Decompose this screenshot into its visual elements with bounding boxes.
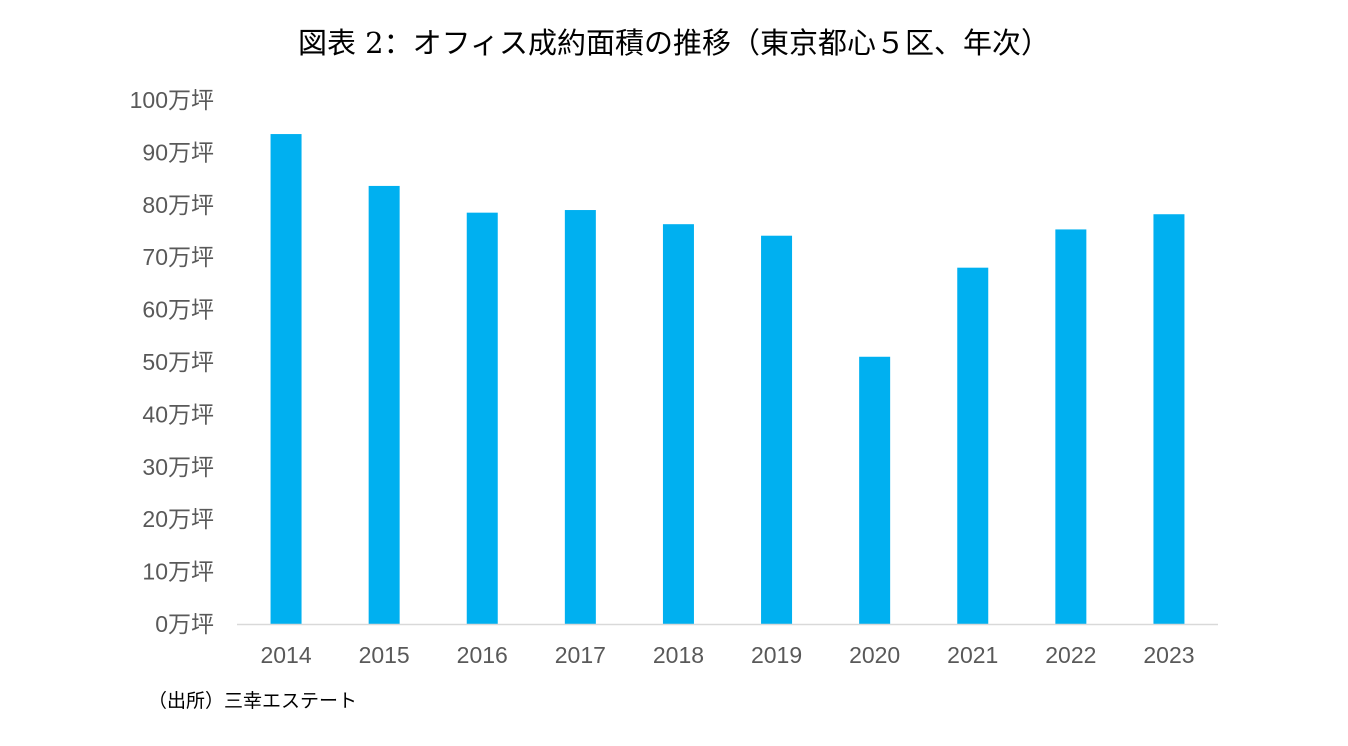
y-tick-label: 60万坪	[142, 297, 214, 323]
bar-2014	[270, 134, 302, 624]
x-tick-label: 2021	[947, 642, 998, 668]
x-tick-label: 2014	[260, 642, 311, 668]
y-tick-label: 50万坪	[142, 349, 214, 375]
bar-2020	[859, 356, 891, 624]
bar-2015	[368, 185, 400, 624]
bar-2017	[564, 210, 596, 625]
y-axis-tick-labels: 0万坪 10万坪 20万坪 30万坪 40万坪 50万坪 60万坪 70万坪 80万坪 90万坪 1…	[130, 87, 214, 637]
x-tick-label: 2017	[555, 642, 606, 668]
bar-2022	[1055, 229, 1087, 625]
y-tick-label: 80万坪	[142, 192, 214, 218]
x-tick-label: 2023	[1143, 642, 1194, 668]
y-tick-label: 100万坪	[130, 87, 214, 113]
y-tick-label: 30万坪	[142, 454, 214, 480]
y-tick-label: 90万坪	[142, 139, 214, 165]
x-tick-label: 2016	[457, 642, 508, 668]
x-tick-label: 2018	[653, 642, 704, 668]
bar-2019	[761, 235, 793, 624]
x-tick-label: 2022	[1045, 642, 1096, 668]
y-tick-label: 10万坪	[142, 559, 214, 585]
x-axis-tick-labels: 2014 2015 2016 2017 2018 2019 2020 2021 2022 2023	[260, 642, 1194, 668]
x-tick-label: 2015	[359, 642, 410, 668]
source-note: （出所）三幸エステート	[148, 690, 358, 712]
y-tick-label: 0万坪	[155, 611, 214, 637]
y-tick-label: 20万坪	[142, 506, 214, 532]
bar-series	[270, 134, 1185, 625]
bar-2021	[957, 267, 989, 624]
x-tick-label: 2020	[849, 642, 900, 668]
y-tick-label: 40万坪	[142, 401, 214, 427]
x-tick-label: 2019	[751, 642, 802, 668]
bar-2016	[466, 212, 498, 624]
y-tick-label: 70万坪	[142, 244, 214, 270]
bar-2018	[662, 224, 694, 625]
bar-2023	[1153, 214, 1185, 624]
chart-title: 図表 2：オフィス成約面積の推移（東京都心５区、年次）	[297, 26, 1051, 60]
